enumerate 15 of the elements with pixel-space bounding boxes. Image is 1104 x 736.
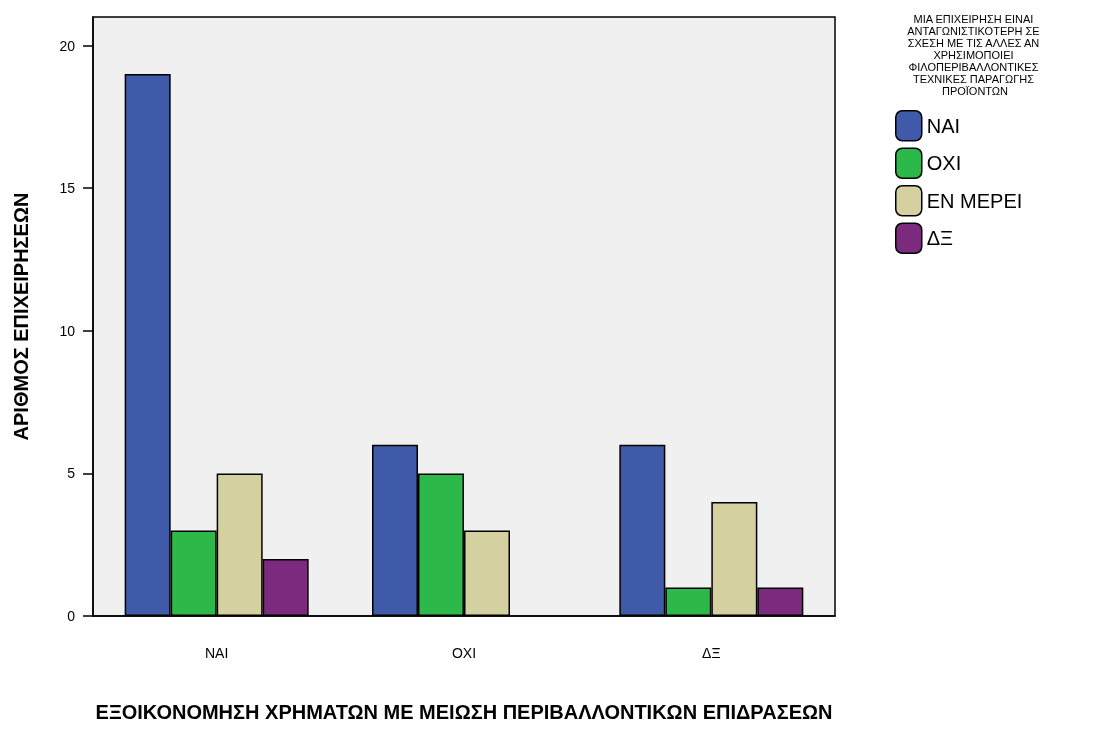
y-tick-label: 20: [59, 37, 76, 54]
legend-title: ΜΙΑ ΕΠΙΧΕΙΡΗΣΗ ΕΙΝΑΙ ΑΝΤΑΓΩΝΙΣΤΙΚΟΤΕΡΗ ΣΕ ΣΧΕΣΗ ΜΕ ΤΙΣ ΑΛΛΕΣ ΑΝ ΧΡΗΣΙΜΟΠΟΙΕΙ ΦΙΛΟΠΕΡΙΒΑΛΛΟΝΤΙΚΕΣ ΤΕΧΝΙΚΕΣ ΠΑΡΑΓΩΓΗΣ ΠΡΟΪΟΝΤΩΝ: [907, 13, 1043, 97]
y-tick-label: 10: [59, 322, 76, 339]
legend-label: ΟΧΙ: [926, 152, 962, 175]
legend-label: ΕΝ ΜΕΡΕΙ: [926, 189, 1023, 212]
x-tick-label: ΔΞ: [702, 645, 721, 661]
x-tick-label: ΝΑΙ: [204, 645, 229, 661]
y-tick-label: 15: [59, 180, 76, 197]
legend-label: ΔΞ: [926, 227, 954, 250]
x-tick-label: ΟΧΙ: [451, 645, 477, 661]
legend-label: ΝΑΙ: [926, 114, 961, 137]
y-tick-label: 0: [67, 608, 76, 624]
y-axis-title: ΑΡΙΘΜΟΣ ΕΠΙΧΕΙΡΗΣΕΩΝ: [10, 192, 32, 441]
x-axis-title: ΕΞΟΙΚΟΝΟΜΗΣΗ ΧΡΗΜΑΤΩΝ ΜΕ ΜΕΙΩΣΗ ΠΕΡΙΒΑΛΛΟΝΤΙΚΩΝ ΕΠΙΔΡΑΣΕΩΝ: [95, 701, 833, 723]
y-tick-label: 5: [67, 465, 76, 482]
